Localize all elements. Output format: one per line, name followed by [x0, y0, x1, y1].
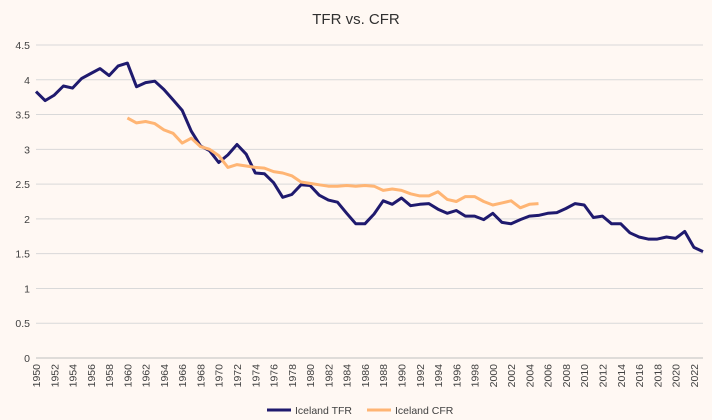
- x-tick-label: 2016: [634, 364, 646, 388]
- legend-label: Iceland CFR: [395, 405, 454, 417]
- x-tick-label: 2022: [689, 364, 701, 388]
- x-tick-label: 1986: [360, 364, 372, 388]
- x-tick-label: 1984: [342, 364, 354, 388]
- x-tick-label: 2014: [616, 364, 628, 388]
- x-tick-label: 1956: [86, 364, 98, 388]
- y-tick-label: 4: [24, 75, 30, 87]
- legend-item: Iceland CFR: [367, 405, 454, 417]
- x-tick-label: 2008: [561, 364, 573, 388]
- x-tick-label: 1970: [214, 364, 226, 388]
- x-tick-label: 1990: [396, 364, 408, 388]
- x-tick-label: 1952: [49, 364, 61, 388]
- chart-title: TFR vs. CFR: [312, 11, 400, 28]
- series-lines: [34, 61, 704, 253]
- x-tick-label: 2012: [597, 364, 609, 388]
- y-tick-label: 1: [24, 283, 30, 295]
- x-tick-label: 1996: [451, 364, 463, 388]
- legend: Iceland TFR Iceland CFR: [267, 405, 454, 417]
- legend-item: Iceland TFR: [267, 405, 352, 417]
- y-axis-ticks: 0 0.5 1 1.5 2 2.5 3 3.5 4 4.5: [15, 40, 30, 365]
- series-line-iceland-cfr: [126, 116, 539, 210]
- x-tick-label: 1974: [250, 364, 262, 388]
- x-tick-label: 1998: [470, 364, 482, 388]
- x-tick-label: 1954: [68, 364, 80, 388]
- x-tick-label: 1982: [323, 364, 335, 388]
- x-tick-label: 1992: [415, 364, 427, 388]
- x-tick-label: 1994: [433, 364, 445, 388]
- x-tick-label: 2004: [524, 364, 536, 388]
- x-tick-label: 1962: [141, 364, 153, 388]
- x-tick-label: 1976: [269, 364, 281, 388]
- y-tick-label: 0.5: [15, 318, 30, 330]
- x-tick-label: 1966: [177, 364, 189, 388]
- y-tick-label: 2: [24, 214, 30, 226]
- x-tick-label: 1968: [195, 364, 207, 388]
- x-tick-label: 1980: [305, 364, 317, 388]
- y-tick-label: 3.5: [15, 110, 30, 122]
- y-tick-label: 4.5: [15, 40, 30, 52]
- x-tick-label: 2020: [671, 364, 683, 388]
- y-tick-label: 1.5: [15, 249, 30, 261]
- x-axis-ticks: 1950 1952 1954 1956 1958 1960 1962 1964 1966 1968…: [31, 364, 701, 388]
- x-tick-label: 2002: [506, 364, 518, 388]
- gridlines: [36, 44, 703, 359]
- x-tick-label: 1950: [31, 364, 43, 388]
- x-tick-label: 2018: [652, 364, 664, 388]
- series-line-iceland-tfr: [34, 61, 704, 253]
- x-tick-label: 2000: [488, 364, 500, 388]
- x-tick-label: 2006: [543, 364, 555, 388]
- x-tick-label: 1964: [159, 364, 171, 388]
- y-tick-label: 2.5: [15, 179, 30, 191]
- legend-label: Iceland TFR: [295, 405, 352, 417]
- x-tick-label: 1978: [287, 364, 299, 388]
- y-tick-label: 0: [24, 353, 30, 365]
- y-tick-label: 3: [24, 144, 30, 156]
- x-tick-label: 1972: [232, 364, 244, 388]
- x-tick-label: 1958: [104, 364, 116, 388]
- x-tick-label: 1988: [378, 364, 390, 388]
- x-tick-label: 1960: [122, 364, 134, 388]
- x-tick-label: 2010: [579, 364, 591, 388]
